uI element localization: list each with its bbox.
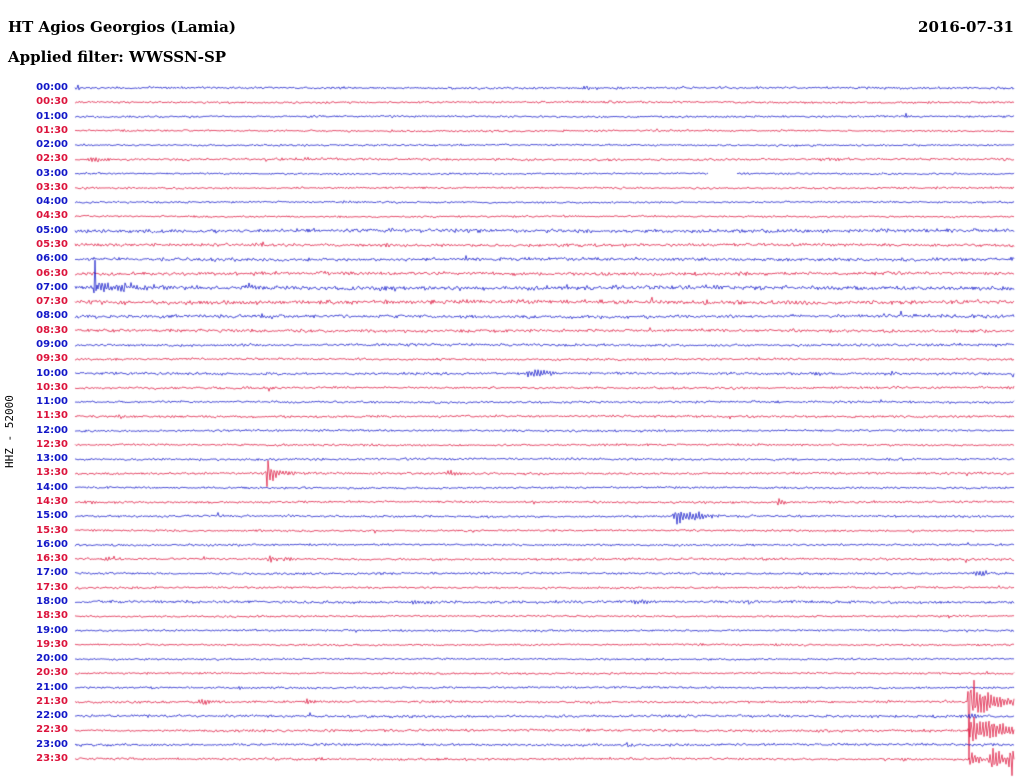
seismogram-traces: [0, 0, 1024, 780]
helicorder-day-plot: HT Agios Georgios (Lamia) 2016-07-31 App…: [0, 0, 1024, 780]
